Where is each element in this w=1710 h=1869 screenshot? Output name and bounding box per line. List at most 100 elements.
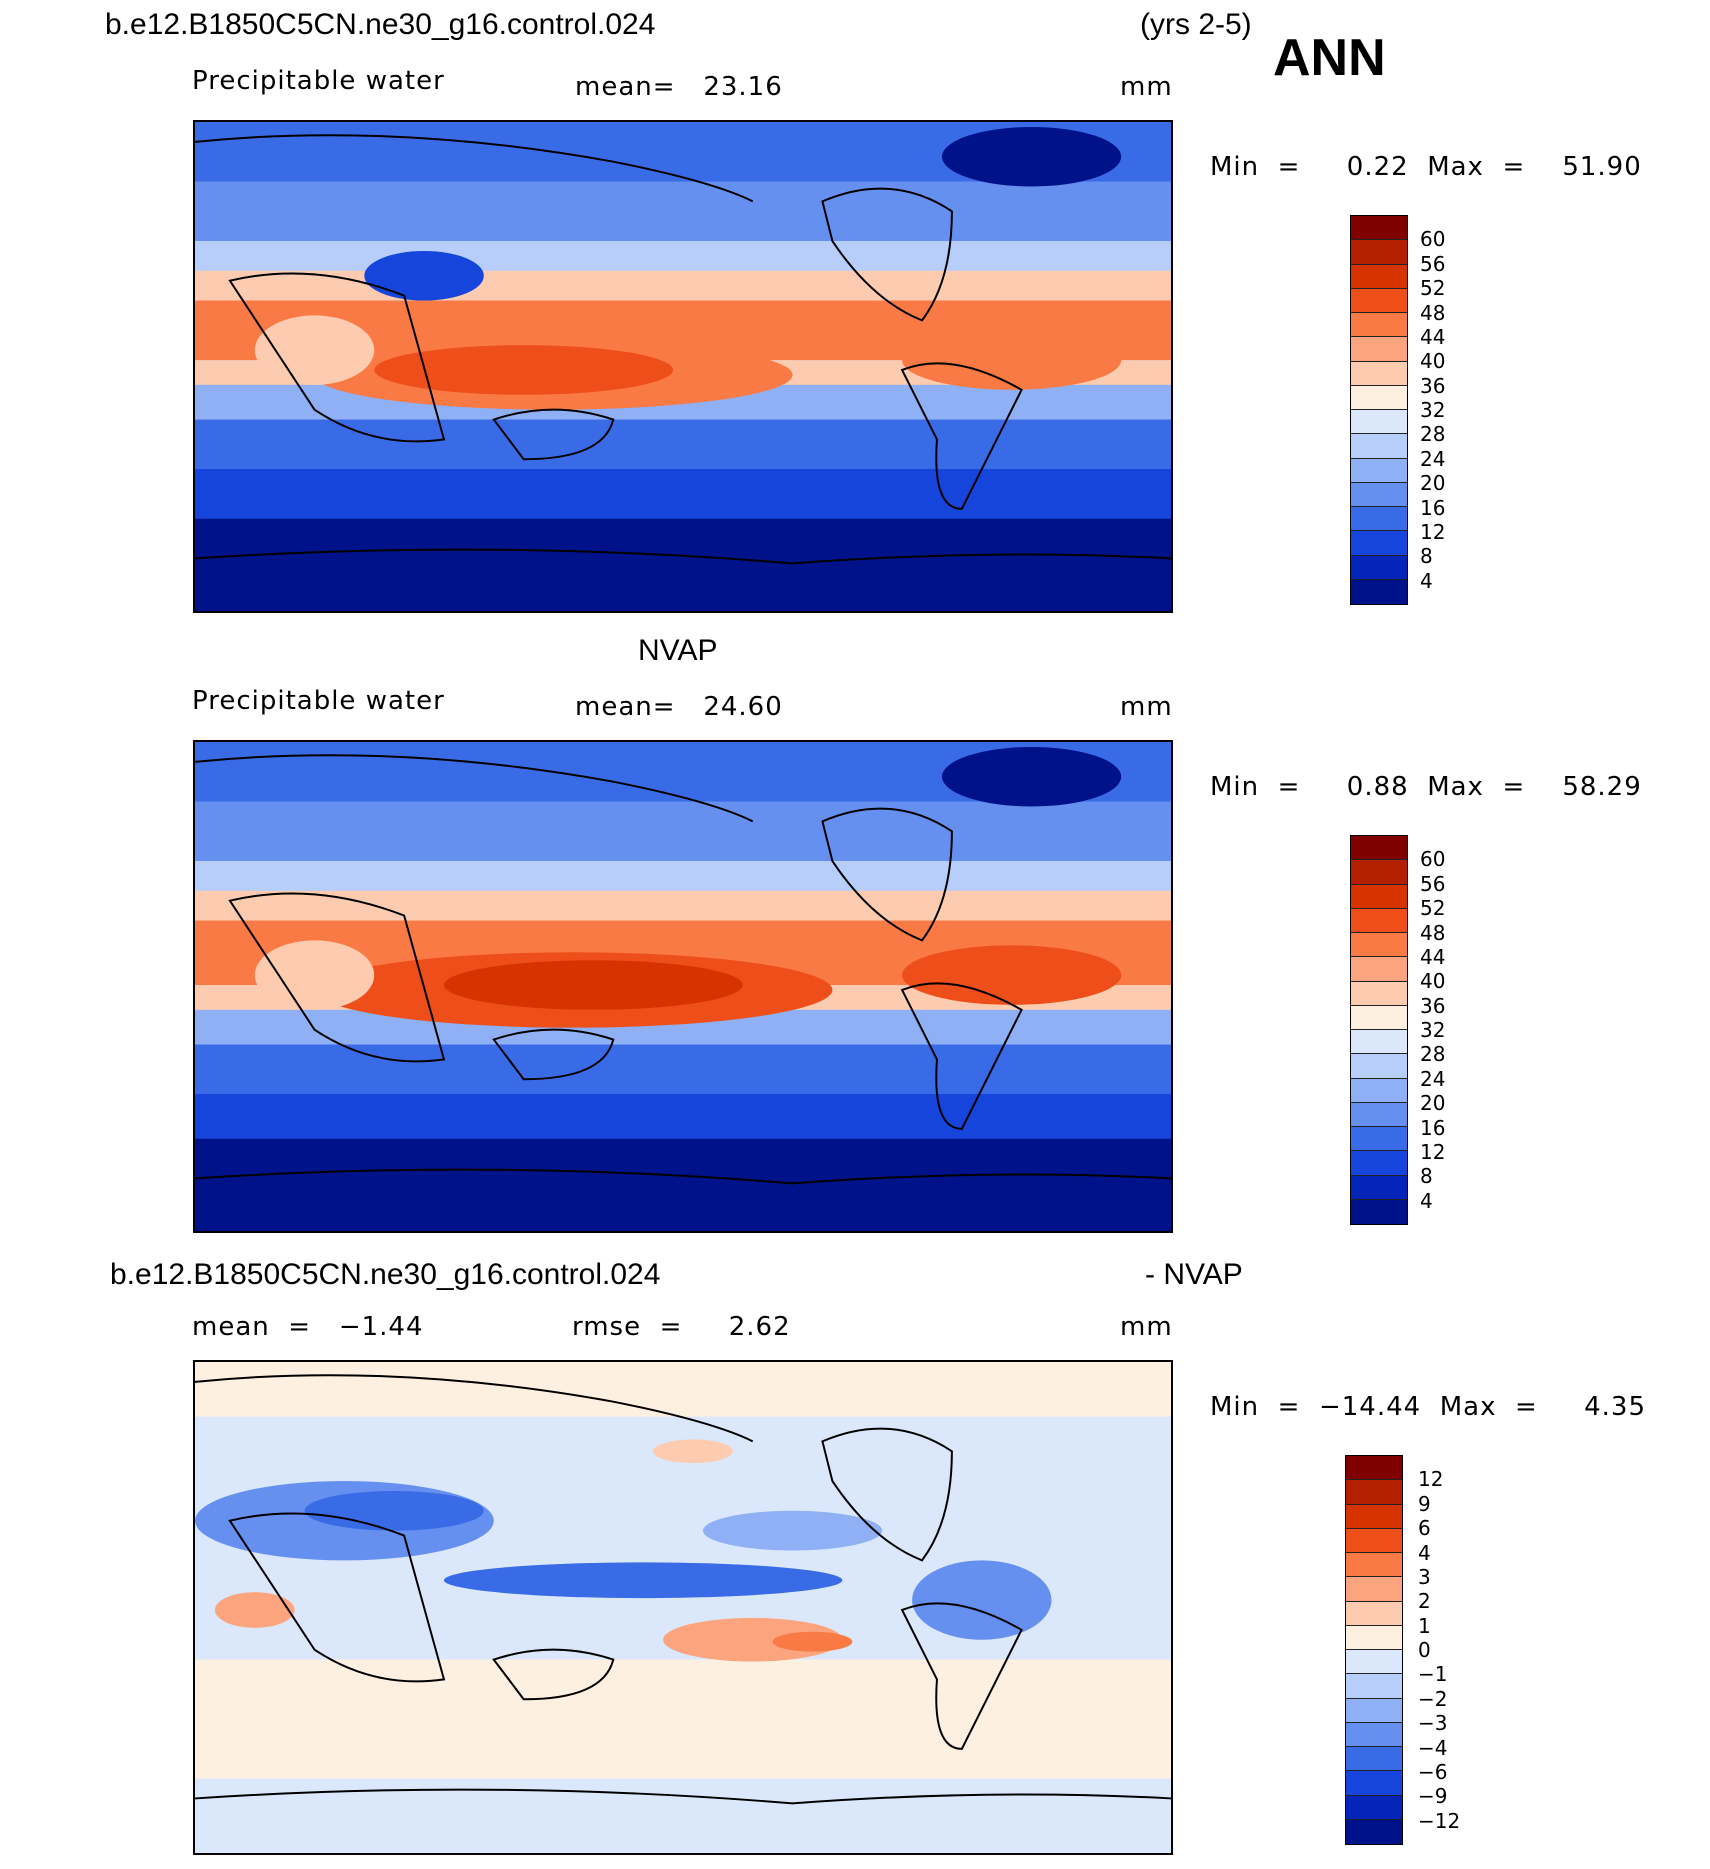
colorbar-tick-label: 60	[1420, 847, 1446, 872]
colorbar-tick-label: 32	[1420, 398, 1446, 422]
colorbar-swatch	[1351, 1054, 1407, 1079]
colorbar-tick-label: −2	[1418, 1686, 1448, 1711]
colorbar-swatch	[1346, 1819, 1402, 1844]
obs-title: NVAP	[638, 634, 718, 667]
model-colorbar	[1350, 215, 1408, 605]
colorbar-tick-label: −6	[1418, 1759, 1448, 1784]
colorbar-tick-label: 24	[1420, 446, 1446, 471]
colorbar-tick-label: 60	[1420, 227, 1446, 252]
colorbar-tick-label: 20	[1420, 471, 1446, 496]
colorbar-swatch	[1346, 1674, 1402, 1699]
units-label: mm	[1120, 692, 1173, 722]
nvap-precipitable-water-map	[193, 740, 1173, 1233]
colorbar-tick-label: 4	[1420, 568, 1433, 593]
colorbar-swatch	[1346, 1528, 1402, 1553]
colorbar-tick-label: −12	[1418, 1808, 1461, 1833]
colorbar-swatch	[1346, 1625, 1402, 1650]
colorbar-tick-label: 36	[1420, 373, 1446, 398]
colorbar-swatch	[1351, 385, 1407, 410]
colorbar-tick-label: 52	[1420, 896, 1446, 921]
minmax-label: Min = −14.44 Max = 4.35	[1210, 1392, 1647, 1422]
years-label: (yrs 2-5)	[1140, 8, 1252, 41]
colorbar-tick-label: 52	[1420, 276, 1446, 301]
difference-map-field	[195, 1362, 1171, 1853]
diff-mean-label: mean = −1.44	[192, 1312, 424, 1342]
nvap-map-field	[195, 742, 1171, 1231]
minmax-label: Min = 0.88 Max = 58.29	[1210, 772, 1642, 802]
season-label: ANN	[1273, 29, 1386, 87]
colorbar-swatch	[1351, 933, 1407, 958]
colorbar-swatch	[1351, 836, 1407, 861]
colorbar-swatch	[1351, 555, 1407, 580]
colorbar-swatch	[1351, 361, 1407, 386]
colorbar-swatch	[1346, 1504, 1402, 1529]
colorbar-swatch	[1351, 1127, 1407, 1152]
colorbar-swatch	[1351, 337, 1407, 362]
colorbar-swatch	[1346, 1698, 1402, 1723]
colorbar-tick-label: 12	[1420, 1139, 1446, 1164]
variable-label: Precipitable water	[192, 686, 445, 716]
colorbar-tick-label: 12	[1420, 519, 1446, 544]
colorbar-swatch	[1351, 579, 1407, 604]
difference-colorbar	[1345, 1455, 1403, 1845]
colorbar-tick-label: 32	[1420, 1018, 1446, 1042]
colorbar-tick-label: −1	[1418, 1662, 1448, 1687]
difference-map	[193, 1360, 1173, 1855]
colorbar-tick-label: 36	[1420, 993, 1446, 1018]
colorbar-tick-label: 48	[1420, 920, 1446, 945]
colorbar-tick-label: 56	[1420, 251, 1446, 276]
mean-label: mean= 23.16	[575, 72, 783, 102]
colorbar-swatch	[1351, 240, 1407, 265]
diff-rmse-label: rmse = 2.62	[572, 1312, 791, 1342]
colorbar-tick-label: 6	[1418, 1516, 1431, 1541]
colorbar-tick-label: 28	[1420, 1042, 1446, 1067]
units-label: mm	[1120, 1312, 1173, 1342]
colorbar-tick-label: 20	[1420, 1091, 1446, 1116]
colorbar-tick-label: 16	[1420, 1115, 1446, 1140]
colorbar-swatch	[1351, 981, 1407, 1006]
colorbar-tick-label: 40	[1420, 969, 1446, 994]
colorbar-swatch	[1346, 1747, 1402, 1772]
diff-title-left: b.e12.B1850C5CN.ne30_g16.control.024	[110, 1258, 661, 1291]
colorbar-swatch	[1351, 1030, 1407, 1055]
colorbar-swatch	[1351, 288, 1407, 313]
colorbar-swatch	[1351, 957, 1407, 982]
colorbar-tick-label: 2	[1418, 1589, 1431, 1614]
colorbar-swatch	[1351, 482, 1407, 507]
colorbar-tick-label: 28	[1420, 422, 1446, 447]
colorbar-tick-label: −3	[1418, 1711, 1448, 1736]
colorbar-swatch	[1346, 1456, 1402, 1481]
colorbar-swatch	[1351, 313, 1407, 338]
colorbar-swatch	[1351, 1102, 1407, 1127]
colorbar-swatch	[1346, 1795, 1402, 1820]
colorbar-swatch	[1351, 410, 1407, 435]
minmax-label: Min = 0.22 Max = 51.90	[1210, 152, 1642, 182]
colorbar-swatch	[1351, 1199, 1407, 1224]
colorbar-swatch	[1351, 860, 1407, 885]
nvap-colorbar	[1350, 835, 1408, 1225]
colorbar-tick-label: −4	[1418, 1735, 1448, 1760]
colorbar-tick-label: 56	[1420, 871, 1446, 896]
colorbar-swatch	[1346, 1722, 1402, 1747]
colorbar-swatch	[1346, 1601, 1402, 1626]
colorbar-swatch	[1346, 1553, 1402, 1578]
colorbar-tick-label: −9	[1418, 1784, 1448, 1809]
colorbar-swatch	[1351, 908, 1407, 933]
colorbar-tick-label: 4	[1420, 1188, 1433, 1213]
colorbar-swatch	[1346, 1480, 1402, 1505]
units-label: mm	[1120, 72, 1173, 102]
colorbar-swatch	[1351, 434, 1407, 459]
colorbar-swatch	[1351, 884, 1407, 909]
colorbar-swatch	[1351, 1078, 1407, 1103]
model-map-field	[195, 122, 1171, 611]
colorbar-tick-label: 44	[1420, 944, 1446, 969]
colorbar-tick-label: 44	[1420, 324, 1446, 349]
colorbar-tick-label: 0	[1418, 1638, 1431, 1662]
colorbar-tick-label: 3	[1418, 1564, 1431, 1589]
colorbar-swatch	[1346, 1771, 1402, 1796]
colorbar-swatch	[1346, 1650, 1402, 1675]
colorbar-swatch	[1351, 1005, 1407, 1030]
colorbar-tick-label: 48	[1420, 300, 1446, 325]
colorbar-swatch	[1351, 264, 1407, 289]
colorbar-tick-label: 24	[1420, 1066, 1446, 1091]
